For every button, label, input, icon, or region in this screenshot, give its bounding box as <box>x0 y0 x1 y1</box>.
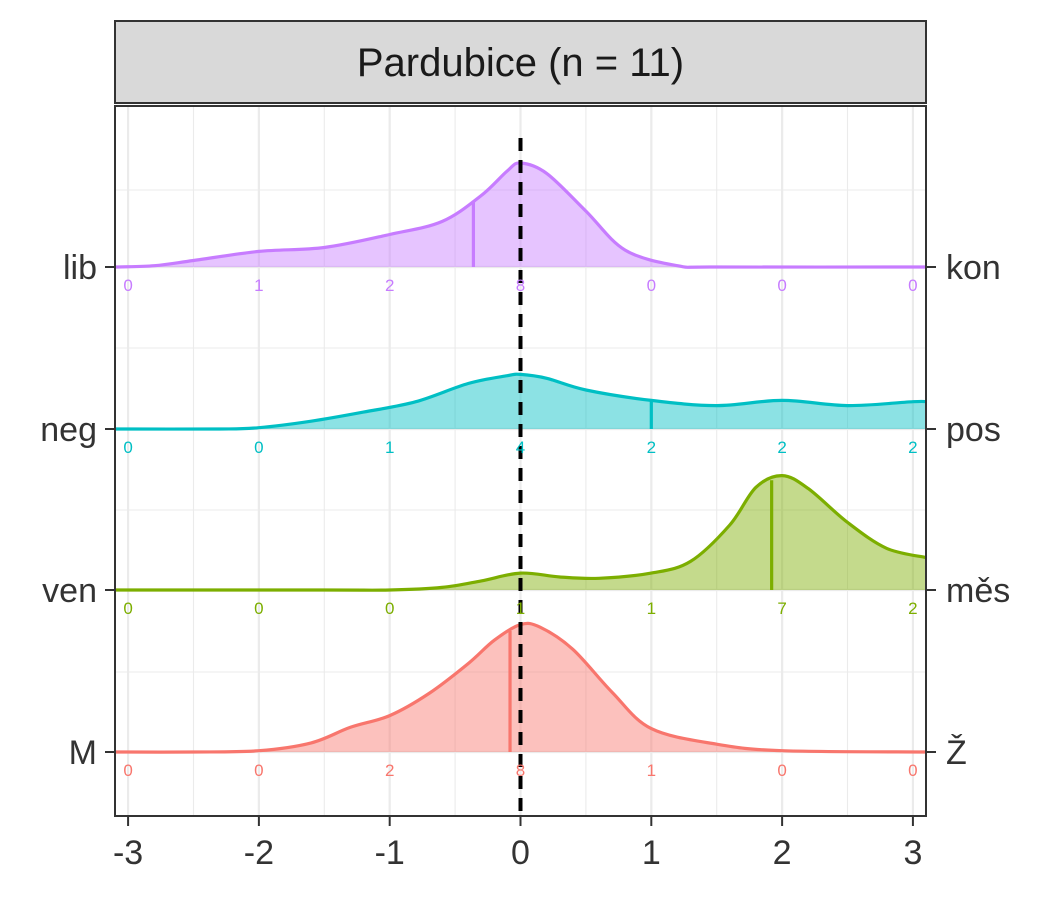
facet-strip: Pardubice (n = 11) <box>114 20 927 104</box>
density-line <box>114 161 927 269</box>
density-area <box>115 374 926 430</box>
x-tick-label: -3 <box>113 834 143 872</box>
density-area <box>115 623 926 753</box>
x-tick-label: 3 <box>903 834 922 872</box>
count-label: 1 <box>647 599 656 618</box>
density-area <box>115 475 926 591</box>
count-label: 2 <box>385 276 394 295</box>
count-label: 0 <box>123 761 132 780</box>
count-label: 2 <box>777 438 786 457</box>
count-label: 0 <box>908 276 917 295</box>
count-label: 0 <box>254 599 263 618</box>
count-label: 0 <box>254 761 263 780</box>
density-line <box>115 473 927 592</box>
count-label: 7 <box>777 599 786 618</box>
left-axis-label: M <box>69 734 97 772</box>
count-label: 2 <box>647 438 656 457</box>
count-label: 0 <box>908 761 917 780</box>
count-label: 1 <box>385 438 394 457</box>
count-label: 0 <box>123 438 132 457</box>
x-tick-label: 0 <box>511 834 530 872</box>
count-label: 1 <box>254 276 263 295</box>
right-axis-label: kon <box>946 249 1001 287</box>
count-label: 0 <box>777 761 786 780</box>
right-axis-label: Ž <box>946 734 967 772</box>
count-label: 0 <box>777 276 786 295</box>
x-tick-label: -2 <box>244 834 274 872</box>
count-label: 2 <box>908 599 917 618</box>
left-axis-label: ven <box>42 572 97 610</box>
density-line <box>114 372 927 431</box>
count-label: 0 <box>254 438 263 457</box>
x-tick-label: 2 <box>773 834 792 872</box>
left-axis-label: lib <box>63 249 97 287</box>
count-label: 8 <box>516 276 525 295</box>
x-tick-label: -1 <box>375 834 405 872</box>
facet-strip-background <box>114 20 927 104</box>
series-M-Ž <box>114 621 927 754</box>
count-label: 2 <box>385 761 394 780</box>
count-label: 1 <box>516 599 525 618</box>
count-label: 0 <box>647 276 656 295</box>
right-axis-label: měs <box>946 572 1010 610</box>
count-label: 8 <box>516 761 525 780</box>
count-label: 2 <box>908 438 917 457</box>
count-label: 0 <box>123 599 132 618</box>
count-label: 0 <box>123 276 132 295</box>
density-line <box>114 621 927 754</box>
count-label: 4 <box>516 438 525 457</box>
count-label: 1 <box>647 761 656 780</box>
right-axis-label: pos <box>946 411 1001 449</box>
count-label: 0 <box>385 599 394 618</box>
chart-title: Pardubice (n = 11) <box>357 41 684 85</box>
series-neg-pos <box>114 372 927 431</box>
count-labels: 0 0 2 8 1 0 0 0 0 0 1 1 7 2 0 0 1 4 2 2 2 0 1 2 8 0 0 0 <box>123 276 917 780</box>
series-ven-měs <box>115 473 927 592</box>
left-axis-label: neg <box>40 411 97 449</box>
x-tick-label: 1 <box>642 834 661 872</box>
